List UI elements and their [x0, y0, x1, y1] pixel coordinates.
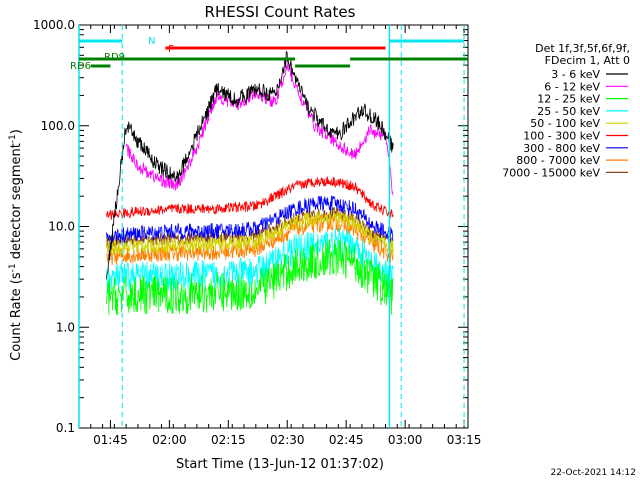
y-tick-label: 1.0	[56, 320, 75, 334]
series-line-100-300	[106, 176, 394, 220]
legend-label: 800 - 7000 keV	[516, 154, 600, 167]
series-line-12-25	[106, 238, 394, 316]
y-axis-ticks: 0.1 1.0 10.0 100.0 1000.0	[33, 18, 468, 435]
x-axis-label: Start Time (13-Jun-12 01:37:02)	[176, 457, 384, 472]
series-line-3-6	[106, 50, 394, 280]
series-line-50-100	[106, 210, 394, 256]
legend-header-line1: Det 1f,3f,5f,6f,9f,	[535, 42, 630, 55]
legend-label: 300 - 800 keV	[523, 142, 600, 155]
legend-label: 7000 - 15000 keV	[502, 166, 600, 179]
x-tick-label: 01:45	[93, 433, 128, 447]
annotation-F: F	[168, 44, 174, 55]
x-tick-label: 03:15	[447, 433, 482, 447]
legend-header-line2: FDecim 1, Att 0	[545, 54, 630, 67]
x-tick-label: 02:00	[152, 433, 187, 447]
y-axis-label: Count Rate (s-1 detector segment-1)	[8, 129, 24, 361]
x-tick-label: 03:00	[388, 433, 423, 447]
legend-label: 12 - 25 keV	[537, 93, 600, 106]
annotation-RD9: RD9	[104, 52, 125, 63]
chart-title: RHESSI Count Rates	[205, 3, 356, 21]
legend-label: 50 - 100 keV	[530, 117, 600, 130]
plot-frame	[78, 24, 469, 429]
legend-label: 25 - 50 keV	[537, 105, 600, 118]
annotation-N: N	[148, 36, 155, 47]
y-tick-label: 1000.0	[33, 18, 75, 32]
annotation-RD6: RD6	[70, 61, 91, 72]
series-line-800-7000	[106, 213, 394, 266]
x-axis-ticks: 01:45 02:00 02:15 02:30 02:45 03:00 03:15	[78, 25, 482, 447]
x-tick-label: 02:45	[329, 433, 364, 447]
y-tick-label: 10.0	[48, 220, 75, 234]
legend-label: 6 - 12 keV	[544, 80, 600, 93]
y-tick-label: 100.0	[41, 119, 75, 133]
x-tick-label: 02:15	[211, 433, 246, 447]
series-layer	[106, 50, 394, 316]
legend-label: 100 - 300 keV	[523, 130, 600, 143]
date-stamp: 22-Oct-2021 14:12	[551, 468, 636, 478]
series-line-300-800	[106, 195, 394, 245]
overlay-layer: N F RD9 RD6	[70, 25, 468, 428]
x-tick-label: 02:30	[270, 433, 305, 447]
y-tick-label: 0.1	[56, 421, 75, 435]
legend-label: 3 - 6 keV	[551, 68, 600, 81]
